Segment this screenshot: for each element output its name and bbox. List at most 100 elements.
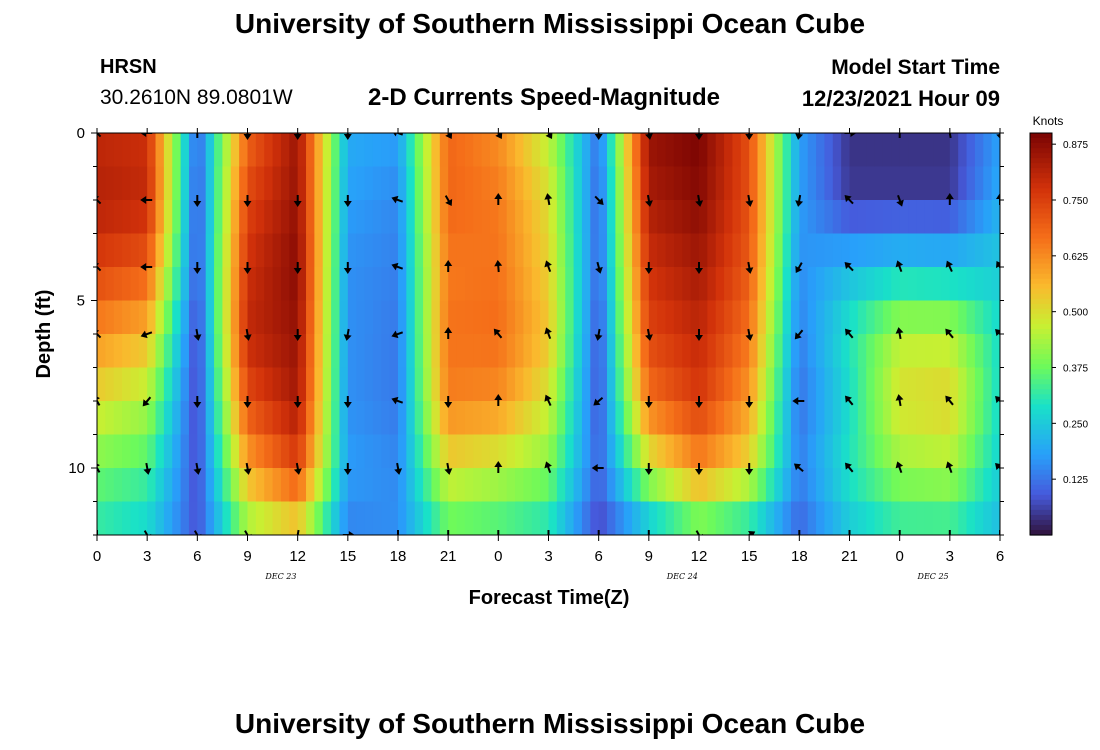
current-vector [444, 133, 453, 140]
heatmap-cell [289, 334, 299, 369]
heatmap-cell [163, 267, 173, 302]
heatmap-cell [523, 233, 533, 268]
heatmap-cell [924, 200, 934, 235]
heatmap-cell [222, 166, 232, 201]
heatmap-cell [740, 133, 750, 168]
heatmap-cell [924, 267, 934, 302]
heatmap-cell [882, 133, 892, 168]
heatmap-cell [498, 133, 508, 168]
heatmap-cell [657, 200, 667, 235]
current-vector [544, 260, 552, 273]
heatmap-cell [874, 300, 884, 335]
heatmap-cell [439, 434, 449, 469]
colorbar-tick-label: 0.250 [1063, 419, 1088, 430]
heatmap-cell [414, 334, 424, 369]
heatmap-cell [456, 267, 466, 302]
heatmap-cell [464, 401, 474, 436]
heatmap-cell [172, 468, 182, 503]
current-vector [695, 262, 703, 274]
heatmap-cell [297, 367, 307, 402]
heatmap-cell [807, 334, 817, 369]
heatmap-cell [205, 468, 215, 503]
heatmap-cell [398, 334, 407, 369]
heatmap-cell [899, 300, 909, 335]
heatmap-cell [297, 267, 307, 302]
heatmap-cell [105, 334, 115, 369]
heatmap-cell [740, 267, 750, 302]
heatmap-cell [230, 367, 240, 402]
heatmap-cell [239, 267, 249, 302]
x-tick-label: 12 [289, 548, 306, 565]
heatmap-cell [724, 401, 734, 436]
heatmap-cell [372, 166, 382, 201]
heatmap-cell [707, 300, 717, 335]
heatmap-cell [122, 468, 132, 503]
heatmap-cell [489, 200, 499, 235]
heatmap-cell [372, 300, 382, 335]
heatmap-cell [531, 367, 541, 402]
heatmap-cell [882, 233, 892, 268]
heatmap-cell [247, 401, 257, 436]
heatmap-cell [372, 434, 382, 469]
heatmap-cell [849, 200, 859, 235]
heatmap-cell [280, 367, 290, 402]
heatmap-cell [456, 300, 466, 335]
heatmap-cell [339, 300, 349, 335]
heatmap-cell [506, 434, 516, 469]
heatmap-cell [105, 133, 115, 168]
colorbar-segment [1030, 529, 1052, 536]
heatmap-cell [105, 434, 115, 469]
heatmap-cell [515, 434, 525, 469]
heatmap-cell [657, 233, 667, 268]
heatmap-cell [933, 133, 943, 168]
heatmap-cell [623, 166, 633, 201]
heatmap-cell [431, 166, 441, 201]
colorbar-segment [1030, 414, 1052, 421]
current-vector [293, 462, 302, 475]
heatmap-cell [623, 133, 633, 168]
heatmap-cell [807, 434, 817, 469]
heatmap-cell [515, 133, 525, 168]
heatmap-cell [866, 267, 876, 302]
heatmap-cell [682, 300, 692, 335]
heatmap-cell [699, 200, 708, 235]
heatmap-cell [222, 501, 232, 535]
heatmap-cell [506, 233, 516, 268]
heatmap-cell [673, 133, 683, 168]
colorbar-segment [1030, 283, 1052, 290]
heatmap-cell [381, 300, 391, 335]
colorbar-segment [1030, 504, 1052, 511]
x-tick-label: 9 [243, 548, 251, 565]
heatmap-cell [464, 501, 474, 535]
heatmap-cell [230, 166, 240, 201]
heatmap-cell [916, 300, 926, 335]
heatmap-cell [531, 434, 541, 469]
heatmap-cell [556, 501, 566, 535]
heatmap-cell [807, 233, 817, 268]
heatmap-cell [473, 468, 483, 503]
heatmap-cell [180, 300, 190, 335]
heatmap-cell [180, 166, 190, 201]
heatmap-cell [130, 434, 140, 469]
heatmap-cell [816, 367, 826, 402]
heatmap-cell [364, 501, 374, 535]
colorbar-segment [1030, 469, 1052, 476]
heatmap-cell [280, 334, 290, 369]
heatmap-cell [456, 468, 466, 503]
heatmap-cell [306, 233, 315, 268]
heatmap-cell [222, 367, 232, 402]
colorbar-segment [1030, 163, 1052, 169]
heatmap-cell [640, 200, 650, 235]
heatmap-cell [297, 133, 307, 168]
heatmap-cell [590, 501, 600, 535]
current-vector [444, 327, 453, 339]
heatmap-cell [866, 300, 876, 335]
heatmap-cell [498, 434, 508, 469]
heatmap-cell [765, 133, 775, 168]
heatmap-cell [974, 334, 984, 369]
colorbar-segment [1030, 384, 1052, 390]
heatmap-cell [130, 367, 140, 402]
heatmap-cell [673, 300, 683, 335]
heatmap-cell [707, 434, 717, 469]
heatmap-cell [849, 501, 859, 535]
